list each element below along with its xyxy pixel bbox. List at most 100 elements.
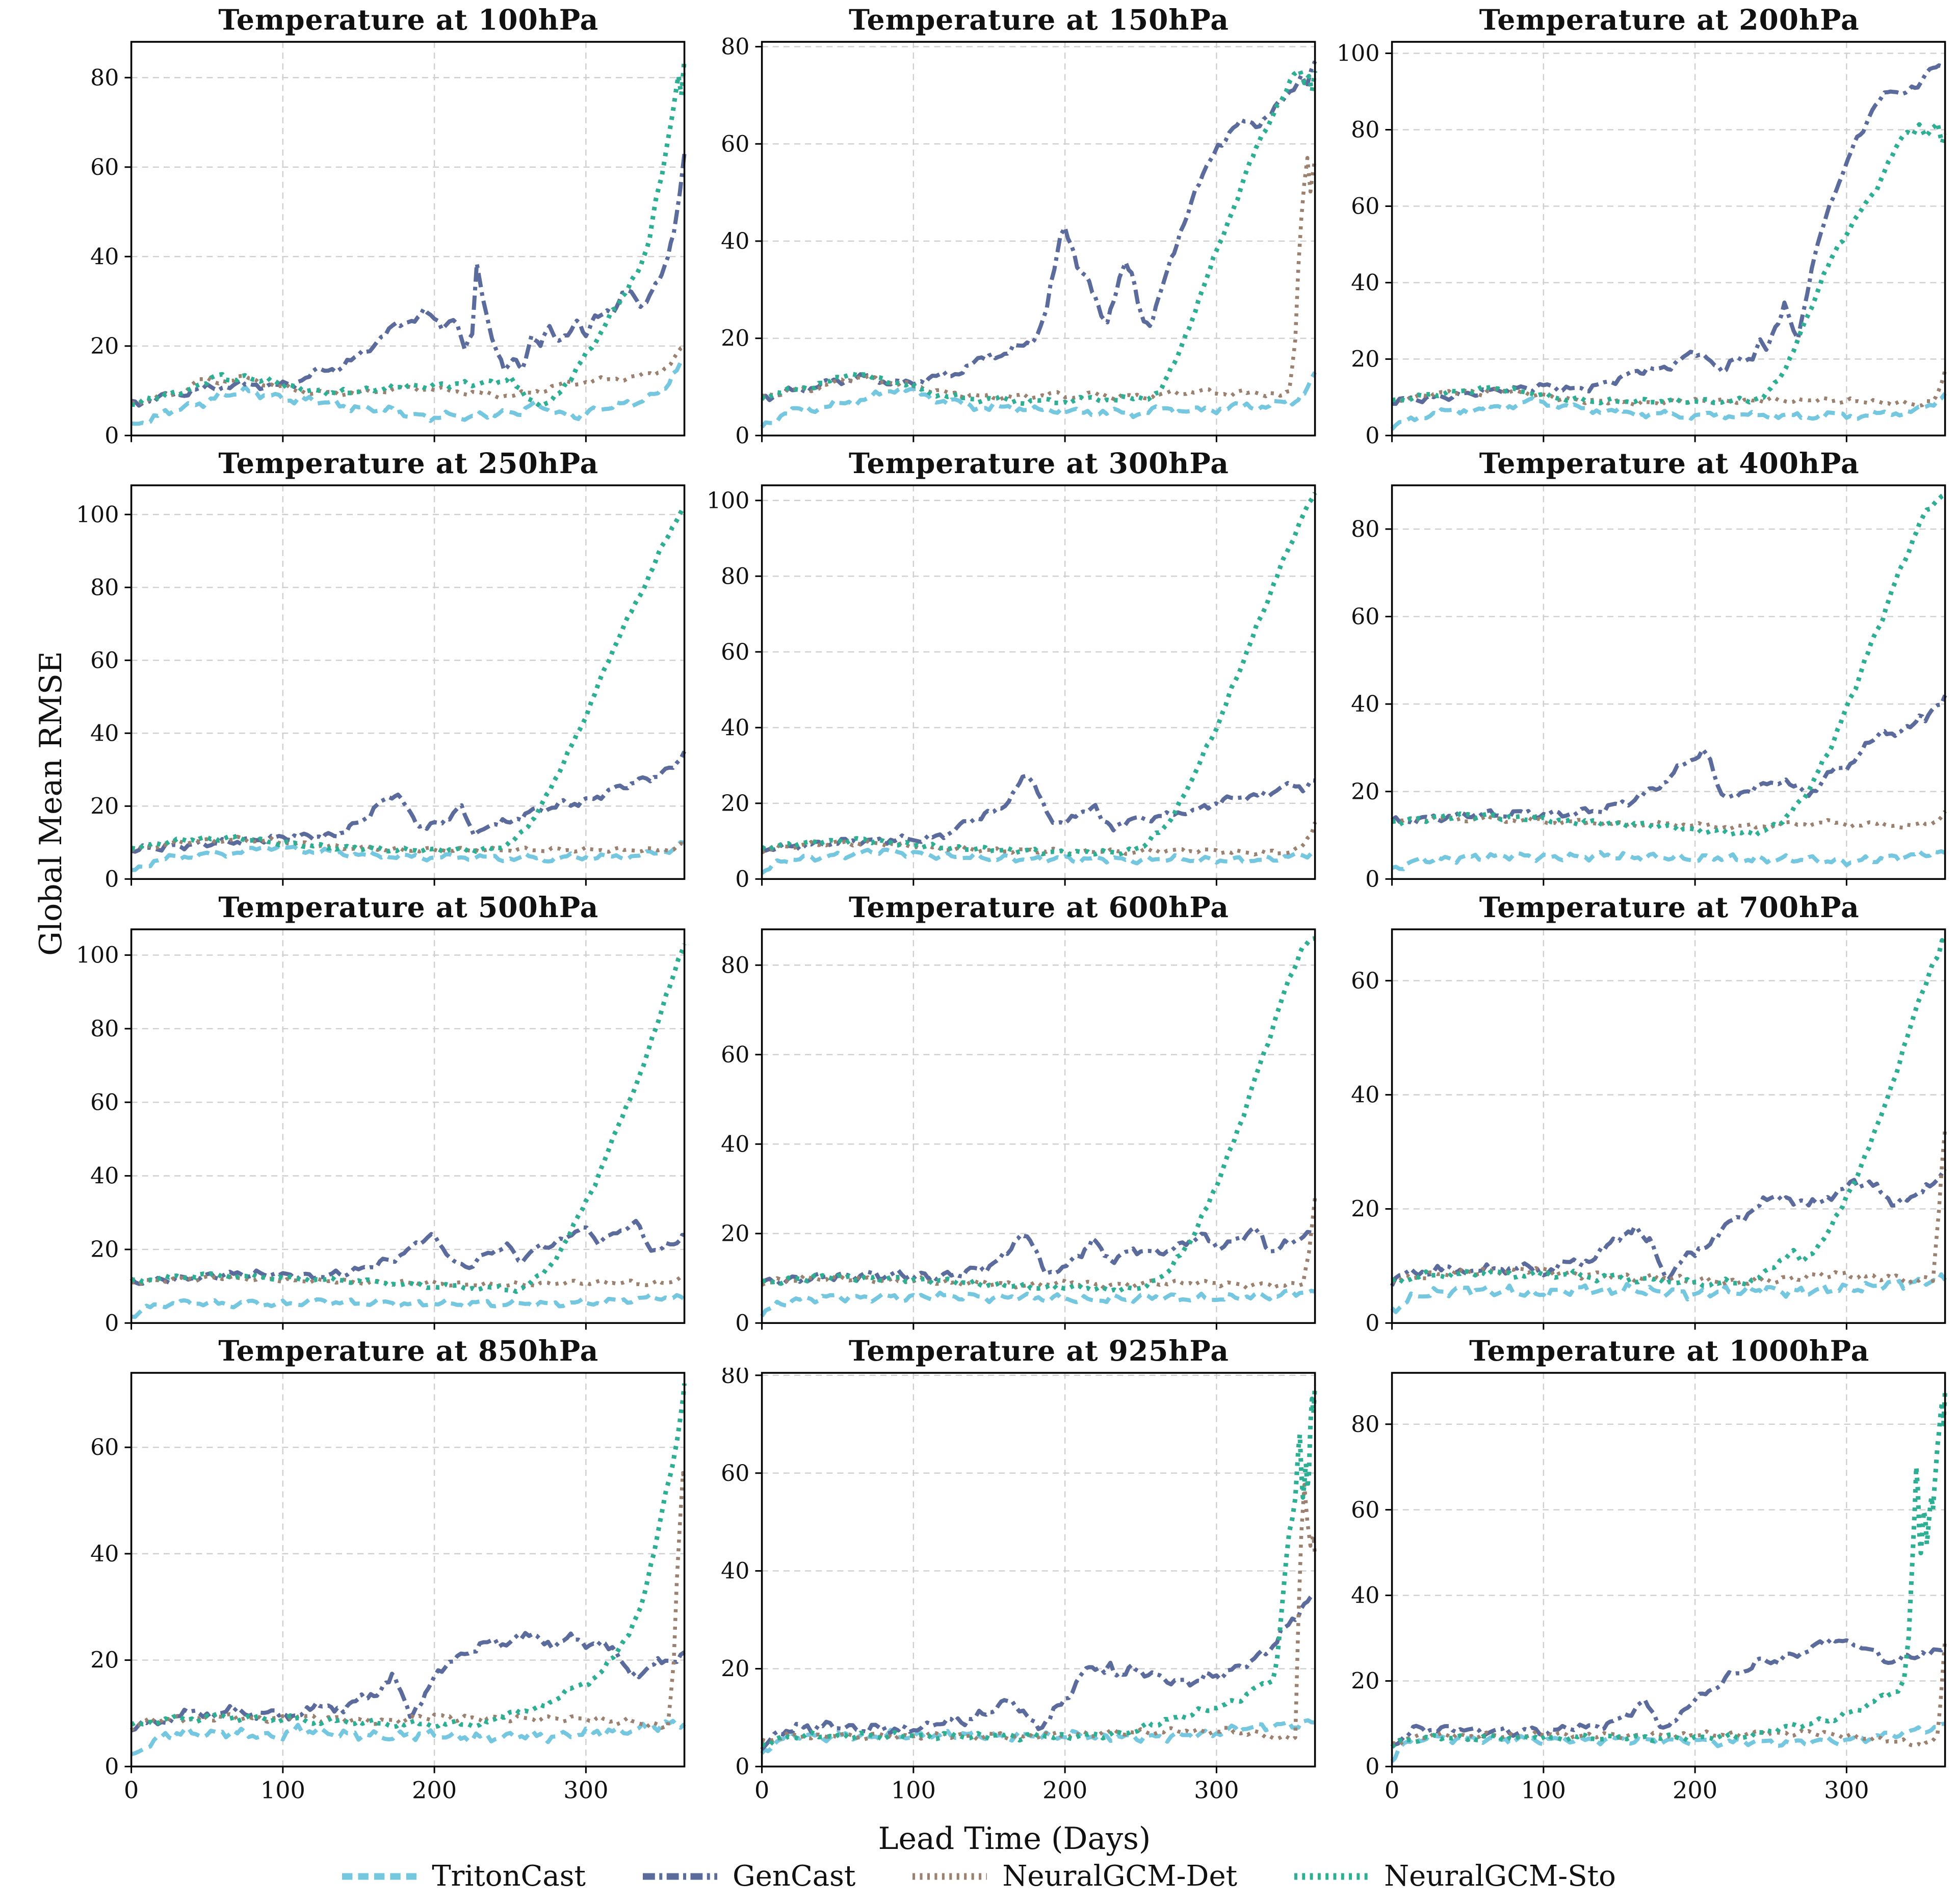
y-tick-label: 60 [721,1460,749,1486]
panel-title: Temperature at 925hPa [849,1334,1229,1368]
y-tick-label: 20 [721,326,749,352]
x-tick-label: 100 [891,1777,935,1804]
series-line-det [761,1197,1317,1291]
y-tick-label: 60 [90,648,119,674]
x-tick-label: 300 [563,1777,608,1804]
legend-item-det: NeuralGCM-Det [911,1860,1237,1893]
series-line-det [131,834,685,854]
series-line-sto [131,506,686,855]
panel-title: Temperature at 700hPa [1479,890,1860,924]
y-tick-label: 40 [721,1131,749,1157]
y-tick-label: 0 [735,423,749,447]
chart-svg: 0 20 40 60 80 [721,928,1317,1334]
series-line-triton [760,371,1317,429]
legend-item-triton: TritonCast [341,1860,586,1893]
plot-frame [1391,41,1946,437]
y-tick-label: 40 [1351,270,1379,296]
chart-svg: 0 20 40 60 80 [90,41,687,447]
y-tick-label: 20 [721,791,749,817]
y-tick-label: 40 [1351,1082,1379,1108]
y-tick-label: 60 [721,639,749,665]
series-line-triton [131,357,686,426]
series-line-triton [1391,1722,1946,1763]
legend-label: NeuralGCM-Det [1002,1860,1238,1893]
y-tick-label: 80 [90,65,119,91]
legend-label: NeuralGCM-Sto [1384,1860,1616,1893]
chart-svg: 0 20 40 60 80 100 [77,484,687,891]
series-line-sto [130,1383,687,1730]
x-axis-label: Lead Time (Days) [878,1821,1151,1857]
series-line-sto [1391,938,1947,1288]
chart-svg: 0 20 40 60 80 100 [708,484,1317,891]
series-line-triton [1391,392,1947,431]
series-line-det [1392,1638,1947,1748]
y-tick-label: 20 [1351,1668,1379,1694]
legend-swatch-triton-icon [342,1873,417,1880]
x-tick-label: 200 [1673,1777,1717,1804]
plot-frame [1391,928,1946,1324]
panel-title: Temperature at 600hPa [849,890,1229,924]
series-line-sto [1392,492,1947,839]
legend-swatch-gencast-icon [643,1873,717,1880]
panel-temperature-at-400hpa: Temperature at 400hPa 0 20 40 60 80 [1338,447,1951,891]
y-tick-label: 60 [1351,968,1379,994]
series-line-gencast [129,1218,685,1286]
y-tick-label: 60 [1351,1497,1379,1523]
plot-frame [1391,484,1946,880]
plot-frame [130,484,686,880]
x-tick-label: 200 [1042,1777,1087,1804]
series-line-det [131,1273,686,1288]
series-line-gencast [1392,63,1946,406]
x-tick-label: 300 [1824,1777,1869,1804]
series-line-sto [1390,1390,1948,1749]
panel-temperature-at-500hpa: Temperature at 500hPa 0 20 40 60 80 100 [77,891,691,1334]
chart-svg: 0 20 40 60 80 100 [1338,41,1948,447]
series-line-sto [760,68,1317,407]
series-line-gencast [131,153,687,408]
panel-temperature-at-300hpa: Temperature at 300hPa 0 20 40 60 80 100 [708,447,1321,891]
series-line-triton [131,840,685,873]
y-tick-label: 80 [90,1016,119,1042]
plot-frame [1391,1372,1946,1768]
panel-temperature-at-250hpa: Temperature at 250hPa 0 20 40 60 80 100 [77,448,691,891]
y-tick-label: 100 [77,502,119,528]
y-tick-label: 0 [1366,1310,1380,1334]
y-tick-label: 20 [90,1648,119,1674]
series-line-gencast [1391,694,1947,827]
y-tick-label: 40 [721,228,749,254]
y-tick-label: 100 [708,488,749,514]
y-tick-label: 60 [90,1089,119,1115]
y-tick-label: 100 [1338,41,1379,67]
y-tick-label: 0 [105,423,119,447]
series-line-triton [1391,1272,1947,1314]
series-line-det [131,344,686,406]
legend-swatch-det-icon [912,1873,987,1880]
y-tick-label: 80 [90,575,119,601]
x-tick-label: 0 [124,1777,139,1804]
panel-temperature-at-100hpa: Temperature at 100hPa 0 20 40 60 80 [77,4,691,447]
panel-title: Temperature at 150hPa [849,3,1229,36]
panel-temperature-at-600hpa: Temperature at 600hPa 0 20 40 60 80 [708,890,1321,1334]
chart-svg: 0 20 40 60 0 100 200 300 [90,1372,687,1804]
series-line-gencast [131,1631,686,1733]
y-tick-label: 20 [721,1656,749,1682]
chart-svg: 0 20 40 60 80 [1351,484,1947,891]
y-tick-label: 40 [90,721,119,747]
panel-title: Temperature at 300hPa [849,447,1229,480]
plot-frame [130,928,686,1324]
y-tick-label: 80 [721,37,749,60]
x-tick-label: 0 [754,1777,769,1804]
y-tick-label: 40 [1351,1583,1379,1609]
y-tick-label: 80 [1351,1412,1379,1438]
y-tick-label: 80 [721,1368,749,1389]
y-tick-label: 20 [1351,346,1379,372]
series-line-sto [761,936,1316,1294]
y-tick-label: 60 [721,131,749,157]
panel-title: Temperature at 400hPa [1479,447,1860,480]
legend-item-sto: NeuralGCM-Sto [1293,1860,1616,1893]
y-tick-label: 100 [77,943,119,969]
panel-temperature-at-200hpa: Temperature at 200hPa 0 20 40 60 80 100 [1338,4,1951,447]
y-tick-label: 0 [105,1754,119,1780]
y-tick-label: 80 [1351,117,1379,143]
